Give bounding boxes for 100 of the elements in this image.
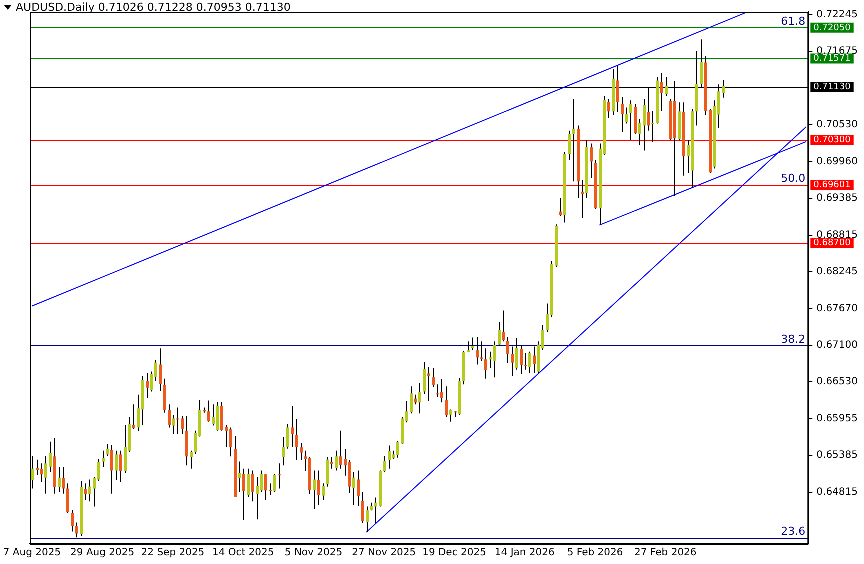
candlestick bbox=[176, 407, 179, 435]
candlestick bbox=[418, 382, 421, 414]
x-tick-label: 14 Oct 2025 bbox=[212, 548, 274, 559]
y-tick-label: 0.72245 bbox=[816, 9, 858, 20]
candlestick bbox=[357, 470, 360, 507]
candlestick bbox=[590, 143, 593, 179]
candlestick bbox=[286, 424, 289, 450]
y-tick-label: 0.64815 bbox=[816, 486, 858, 498]
y-tick-label: 0.70530 bbox=[816, 120, 858, 131]
y-tick-label: 0.66530 bbox=[816, 376, 858, 388]
candlestick bbox=[629, 100, 632, 142]
candlestick bbox=[498, 322, 501, 346]
x-tick-label: 27 Nov 2025 bbox=[352, 548, 416, 559]
candlestick bbox=[115, 450, 118, 481]
candlestick bbox=[480, 341, 483, 362]
candlestick bbox=[88, 479, 91, 502]
candlestick bbox=[159, 348, 162, 392]
candlestick bbox=[313, 470, 316, 510]
candlestick bbox=[621, 96, 624, 133]
candlestick bbox=[256, 476, 259, 520]
candlestick bbox=[361, 491, 364, 524]
y-tick-label: 0.67670 bbox=[816, 303, 858, 314]
candlestick bbox=[251, 470, 254, 502]
candlestick bbox=[572, 98, 575, 182]
x-tick-label: 22 Sep 2025 bbox=[141, 548, 205, 559]
candlestick bbox=[445, 386, 448, 418]
candlestick bbox=[190, 450, 193, 470]
candlestick bbox=[247, 468, 250, 498]
candlestick bbox=[84, 483, 87, 501]
candlestick bbox=[291, 406, 294, 448]
candlestick bbox=[300, 442, 303, 461]
candlestick bbox=[282, 436, 285, 466]
candlestick bbox=[66, 483, 69, 514]
candlestick bbox=[581, 180, 584, 219]
candlestick bbox=[427, 366, 430, 402]
candlestick bbox=[295, 418, 298, 461]
candlestick bbox=[440, 379, 443, 404]
y-tick-label: 0.65385 bbox=[816, 450, 858, 462]
candlestick bbox=[432, 367, 435, 388]
candlestick bbox=[449, 409, 452, 422]
candlestick bbox=[383, 455, 386, 473]
x-tick-label: 7 Aug 2025 bbox=[3, 548, 62, 559]
ref-line-label: 0.69601 bbox=[814, 180, 851, 191]
candlestick bbox=[317, 470, 320, 506]
candlestick bbox=[643, 98, 646, 152]
chart-title: AUDUSD.Daily 0.71026 0.71228 0.70953 0.71130 bbox=[16, 1, 291, 14]
y-tick-label: 0.69385 bbox=[816, 193, 858, 204]
candlestick bbox=[229, 427, 232, 458]
candlestick bbox=[242, 468, 245, 521]
candlestick bbox=[273, 473, 276, 492]
candlestick bbox=[264, 473, 267, 501]
candlestick bbox=[238, 461, 241, 492]
annotation: 23.6 bbox=[781, 524, 806, 538]
candlestick bbox=[484, 348, 487, 380]
candlestick bbox=[396, 440, 399, 458]
candlestick bbox=[71, 509, 74, 532]
x-tick-label: 29 Aug 2025 bbox=[70, 548, 135, 559]
candlestick bbox=[207, 400, 210, 422]
candlestick bbox=[102, 450, 105, 468]
x-tick-label: 14 Jan 2026 bbox=[494, 548, 555, 559]
candlestick bbox=[132, 404, 135, 430]
candlestick bbox=[568, 130, 571, 161]
candlestick bbox=[559, 198, 562, 217]
x-tick-label: 27 Feb 2026 bbox=[634, 548, 697, 559]
candlestick bbox=[181, 416, 184, 435]
candlestick bbox=[330, 456, 333, 470]
ref-line-label: 0.71130 bbox=[814, 82, 852, 92]
y-tick-label: 0.68245 bbox=[816, 266, 858, 278]
candlestick bbox=[524, 352, 527, 370]
candlestick bbox=[352, 472, 355, 506]
candlestick bbox=[278, 463, 281, 490]
candlestick bbox=[651, 110, 654, 143]
candlestick bbox=[58, 467, 61, 492]
y-tick-label: 0.67100 bbox=[816, 340, 858, 352]
candlestick bbox=[44, 455, 47, 494]
y-tick-label: 0.65955 bbox=[816, 414, 858, 425]
candlestick bbox=[119, 450, 122, 483]
candlestick bbox=[168, 404, 171, 428]
x-tick-label: 5 Nov 2025 bbox=[284, 548, 343, 559]
candlestick bbox=[471, 337, 474, 350]
candlestick bbox=[374, 497, 377, 524]
ref-line-label: 0.72050 bbox=[814, 23, 852, 34]
candlestick bbox=[75, 522, 78, 538]
candlestick bbox=[625, 107, 628, 124]
candlestick bbox=[62, 467, 65, 494]
candlestick bbox=[339, 430, 342, 470]
candlestick bbox=[528, 351, 531, 374]
candlestick bbox=[638, 118, 641, 146]
candlestick bbox=[366, 506, 369, 533]
candlestick bbox=[520, 344, 523, 375]
candlestick bbox=[40, 463, 43, 483]
candlestick bbox=[515, 338, 518, 370]
candlestick bbox=[269, 483, 272, 496]
candlestick bbox=[414, 394, 417, 406]
candlestick bbox=[388, 445, 391, 470]
candlestick bbox=[410, 386, 413, 414]
candlestick bbox=[172, 415, 175, 435]
candlestick bbox=[511, 346, 514, 377]
annotation: 38.2 bbox=[781, 332, 806, 346]
candlestick bbox=[36, 459, 39, 476]
